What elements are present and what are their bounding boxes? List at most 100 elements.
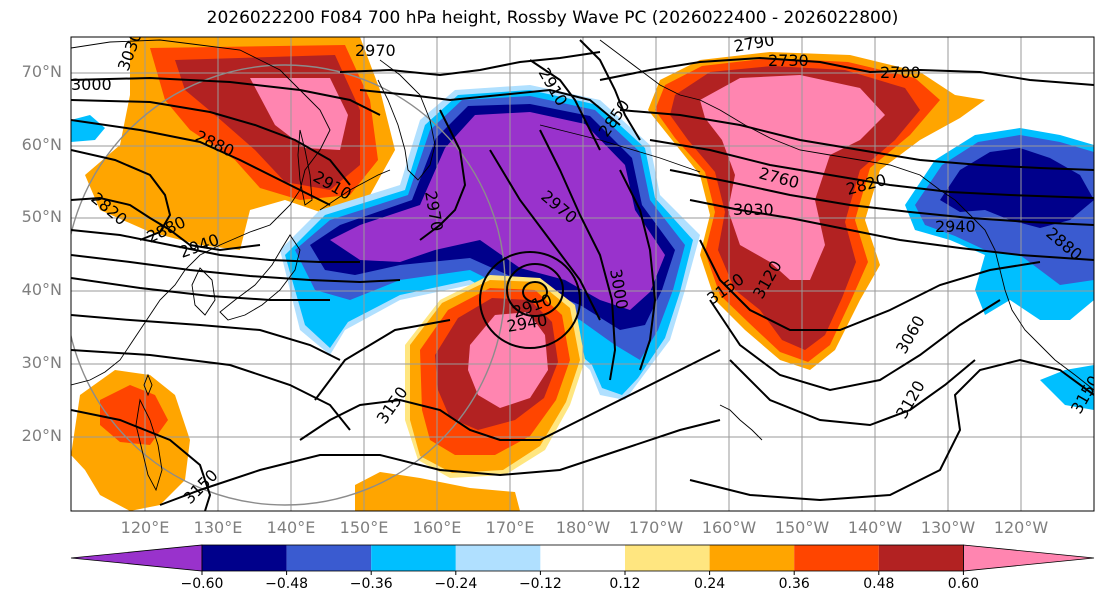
lon-label: 120°W: [993, 518, 1049, 537]
height-contour: [599, 56, 1094, 86]
height-contour: [729, 359, 976, 427]
contour-label: 2730: [768, 51, 809, 70]
height-contour: [529, 59, 601, 151]
colorbar-segment: [202, 545, 287, 571]
colorbar-label: −0.12: [518, 576, 562, 592]
colorbar-low-extension: [70, 544, 203, 572]
height-contour: [619, 109, 1094, 171]
height-contour: [299, 349, 721, 441]
colorbar-label: 0.24: [694, 576, 726, 592]
coastlines: [71, 39, 1094, 492]
height-contour: [649, 139, 1094, 199]
graticule: [71, 37, 1094, 511]
colorbar-outline: [201, 544, 964, 572]
coastline-kamchatka: [377, 59, 436, 181]
colorbar-segment: [794, 545, 879, 571]
map-title: 2026022200 F084 700 hPa height, Rossby W…: [206, 8, 899, 28]
height-contour: [71, 119, 331, 206]
height-contour: [71, 229, 360, 263]
colorbar-segment: [286, 545, 372, 571]
lon-label: 160°E: [412, 518, 462, 537]
colorbar-high-extension: [963, 544, 1095, 572]
colorbar: [70, 544, 1095, 575]
height-contour: [71, 99, 351, 186]
coastline-canada: [954, 199, 1094, 391]
coastline-kuril: [319, 169, 391, 211]
height-contour: [699, 239, 1041, 331]
colorbar-label: −0.36: [349, 576, 393, 592]
anomaly-positive-center: [468, 312, 548, 408]
colorbar-segment: [625, 545, 710, 571]
map-area: 2970 2910 2850 2730 2700 3000 3030 2880 …: [71, 37, 1094, 511]
anomaly-positive-nw: [250, 78, 348, 150]
height-contour: [419, 109, 467, 241]
height-contours: [71, 39, 1094, 511]
range-circle: [71, 64, 506, 506]
lon-label: 170°E: [485, 518, 535, 537]
height-contour: [689, 358, 1094, 502]
height-contour: [479, 251, 581, 349]
colorbar-label: −0.24: [434, 576, 478, 592]
coastline-japan: [219, 234, 301, 321]
coastline-aleutians: [539, 124, 701, 173]
colorbar-segment: [878, 545, 964, 571]
colorbar-segment: [540, 545, 625, 571]
colorbar-label: 0.48: [863, 576, 895, 592]
height-contour: [71, 76, 381, 116]
height-contour: [71, 277, 330, 301]
height-contour: [709, 299, 1001, 392]
coastline-philippines: [135, 398, 163, 492]
coastline-asia: [71, 39, 331, 386]
height-contour: [159, 419, 721, 506]
height-contour: [71, 149, 172, 241]
lat-label: 20°N: [21, 426, 62, 445]
height-contour: [579, 39, 641, 141]
height-contour: [71, 314, 341, 361]
height-contour: [359, 88, 621, 126]
lat-label: 50°N: [21, 207, 62, 226]
lon-label: 130°E: [193, 518, 243, 537]
lon-label: 160°W: [701, 518, 757, 537]
contour-label: 3000: [71, 75, 112, 94]
height-contour: [71, 196, 261, 252]
colorbar-label: 0.12: [609, 576, 641, 592]
coastline-hawaii: [719, 404, 763, 441]
lon-label: 140°E: [266, 518, 316, 537]
anomaly-positive-sw: [100, 385, 168, 445]
lon-label: 170°W: [628, 518, 684, 537]
anomaly-negative-central: [330, 112, 665, 310]
lat-label: 40°N: [21, 280, 62, 299]
lon-label: 150°E: [339, 518, 389, 537]
coastline-alaska: [599, 39, 956, 201]
lon-label: 120°E: [120, 518, 170, 537]
colorbar-label: −0.60: [180, 576, 224, 592]
lon-label: 140°W: [847, 518, 903, 537]
coastline-taiwan: [143, 373, 153, 397]
height-contour: [71, 409, 212, 511]
contour-label: 3030: [733, 200, 774, 219]
height-contour: [539, 129, 617, 381]
lon-label: 150°W: [774, 518, 830, 537]
lat-label: 70°N: [21, 62, 62, 81]
coastline-sakhalin: [297, 129, 313, 206]
height-contour: [506, 263, 564, 317]
colorbar-label: −0.48: [265, 576, 309, 592]
height-contour: [619, 169, 657, 371]
colorbar-segment: [709, 545, 795, 571]
height-contour: [71, 349, 351, 431]
height-contour: [522, 281, 548, 303]
height-contour: [314, 319, 451, 401]
contour-label: 2970: [355, 41, 396, 60]
height-contour: [339, 51, 601, 77]
map-frame: [70, 36, 1095, 512]
lat-label: 60°N: [21, 135, 62, 154]
height-contour: [489, 149, 601, 321]
lat-label: 30°N: [21, 353, 62, 372]
contour-label: 2940: [935, 217, 976, 236]
colorbar-label: 0.60: [947, 576, 979, 592]
height-contour: [689, 199, 1094, 261]
lon-label: 130°W: [920, 518, 976, 537]
height-contour: [669, 169, 1094, 226]
anomaly-negative-east: [1040, 365, 1094, 410]
